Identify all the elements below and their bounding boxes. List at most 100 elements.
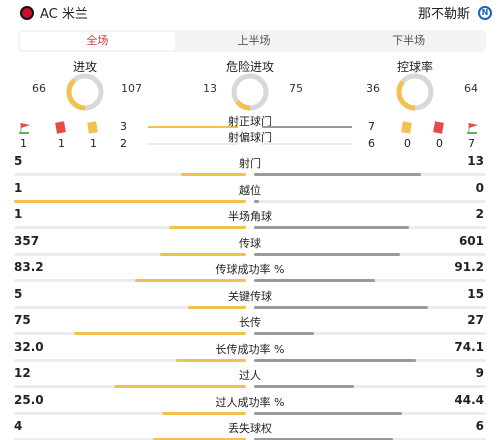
stat-home-fill xyxy=(169,226,246,229)
shots-block: 3 射正球门 7 1 1 1 2 射偏球门 6 0 0 7 xyxy=(0,115,500,150)
stat-away-fill xyxy=(254,279,375,282)
donut-home-value: 36 xyxy=(366,82,380,95)
stat-label: 射门 xyxy=(239,157,261,170)
away-corners-count: 7 xyxy=(468,137,475,150)
stat-away-value: 2 xyxy=(475,207,484,221)
home-off-target-bar xyxy=(148,143,238,145)
stat-away-value: 13 xyxy=(467,154,484,168)
stat-away-fill xyxy=(254,173,422,176)
stat-label: 半场角球 xyxy=(228,210,272,223)
stat-row: 5 射门 13 xyxy=(0,152,500,180)
stat-away-track xyxy=(254,173,486,176)
stat-home-track xyxy=(14,358,246,362)
stat-home-value: 5 xyxy=(14,286,23,301)
home-red-cards-count: 1 xyxy=(58,137,65,150)
stat-home-value: 12 xyxy=(14,366,31,380)
off-target-label: 射偏球门 xyxy=(228,131,272,144)
stat-home-track xyxy=(14,173,246,176)
stat-home-fill xyxy=(181,173,246,176)
stat-away-track xyxy=(254,385,486,388)
home-team[interactable]: AC 米兰 xyxy=(20,3,88,22)
stat-home-fill xyxy=(160,252,246,256)
stat-away-track xyxy=(254,226,486,229)
stat-away-fill xyxy=(254,252,401,256)
stat-away-track xyxy=(254,252,486,256)
stat-label: 传球 xyxy=(239,236,261,250)
stat-away-fill xyxy=(254,226,410,229)
stat-home-fill xyxy=(74,332,246,335)
stat-home-value: 357 xyxy=(14,233,40,248)
stat-home-track xyxy=(14,252,246,256)
stat-away-value: 91.2 xyxy=(454,260,484,274)
away-team[interactable]: 那不勒斯 N xyxy=(418,3,492,22)
away-off-target: 6 xyxy=(368,137,375,150)
stat-away-fill xyxy=(254,358,417,362)
tab-full-match[interactable]: 全场 xyxy=(20,32,175,50)
stat-row: 1 越位 0 xyxy=(0,179,500,207)
stat-home-value: 1 xyxy=(14,207,23,221)
stat-away-track xyxy=(254,332,486,335)
corner-flag-icon xyxy=(19,123,30,134)
stat-away-track xyxy=(254,199,486,203)
stat-row: 75 长传 27 xyxy=(0,311,500,339)
stat-away-track xyxy=(254,411,486,415)
stat-away-value: 6 xyxy=(475,419,484,433)
stat-home-track xyxy=(14,199,246,203)
stat-label: 过人成功率 % xyxy=(215,395,285,409)
attacks-donut: 进攻 66 107 xyxy=(10,58,160,111)
stat-home-fill xyxy=(188,305,246,309)
home-team-name: AC 米兰 xyxy=(40,7,88,22)
stat-home-value: 32.0 xyxy=(14,339,44,354)
stat-away-value: 9 xyxy=(475,366,484,380)
stat-away-fill xyxy=(254,438,394,440)
home-off-target: 2 xyxy=(120,137,127,150)
donut-home-value: 13 xyxy=(203,82,217,95)
donut-away-value: 64 xyxy=(464,82,478,95)
donut-home-value: 66 xyxy=(32,82,46,95)
stat-away-value: 601 xyxy=(458,233,484,248)
match-header: AC 米兰 那不勒斯 N xyxy=(0,0,500,26)
stat-home-fill xyxy=(162,411,246,415)
stat-away-value: 15 xyxy=(467,286,484,301)
away-on-target-bar xyxy=(262,126,352,128)
donut-ring xyxy=(66,73,104,111)
home-yellow-cards-count: 1 xyxy=(90,137,97,150)
stat-home-track xyxy=(14,438,246,440)
period-tabs: 全场 上半场 下半场 xyxy=(18,30,486,52)
stat-home-value: 25.0 xyxy=(14,392,44,407)
stat-home-fill xyxy=(14,199,246,203)
stat-row: 5 关键传球 15 xyxy=(0,285,500,313)
donut-away-value: 75 xyxy=(289,82,303,95)
stat-row: 12 过人 9 xyxy=(0,364,500,392)
home-on-target: 3 xyxy=(120,120,127,133)
stat-away-value: 27 xyxy=(467,313,484,327)
donut-away-value: 107 xyxy=(121,82,142,95)
corner-flag-icon xyxy=(467,123,478,134)
tab-first-half[interactable]: 上半场 xyxy=(237,34,271,47)
away-yellow-cards-count: 0 xyxy=(404,137,411,150)
donut-ring xyxy=(231,73,269,111)
on-target-label: 射正球门 xyxy=(228,115,272,128)
stat-away-fill xyxy=(254,199,259,203)
stat-label: 过人 xyxy=(239,369,261,382)
away-red-cards-count: 0 xyxy=(436,137,443,150)
stat-row: 32.0 长传成功率 % 74.1 xyxy=(0,338,500,366)
stat-row: 4 丢失球权 6 xyxy=(0,417,500,440)
stat-label: 传球成功率 % xyxy=(215,263,285,276)
tab-second-half[interactable]: 下半场 xyxy=(392,34,426,47)
ac-milan-crest-icon xyxy=(20,5,34,20)
stat-label: 越位 xyxy=(239,183,261,197)
stat-row: 1 半场角球 2 xyxy=(0,205,500,233)
stat-home-track xyxy=(14,226,246,229)
stat-label: 长传 xyxy=(239,316,261,329)
stat-row: 83.2 传球成功率 % 91.2 xyxy=(0,258,500,286)
stat-label: 关键传球 xyxy=(228,289,272,303)
stat-away-value: 74.1 xyxy=(454,339,484,354)
stat-away-value: 44.4 xyxy=(454,392,484,407)
stat-away-fill xyxy=(254,305,428,309)
stat-home-track xyxy=(14,305,246,309)
stat-home-fill xyxy=(113,385,246,388)
stat-away-track xyxy=(254,305,486,309)
stat-home-value: 5 xyxy=(14,154,23,168)
stat-label: 丢失球权 xyxy=(228,422,272,435)
